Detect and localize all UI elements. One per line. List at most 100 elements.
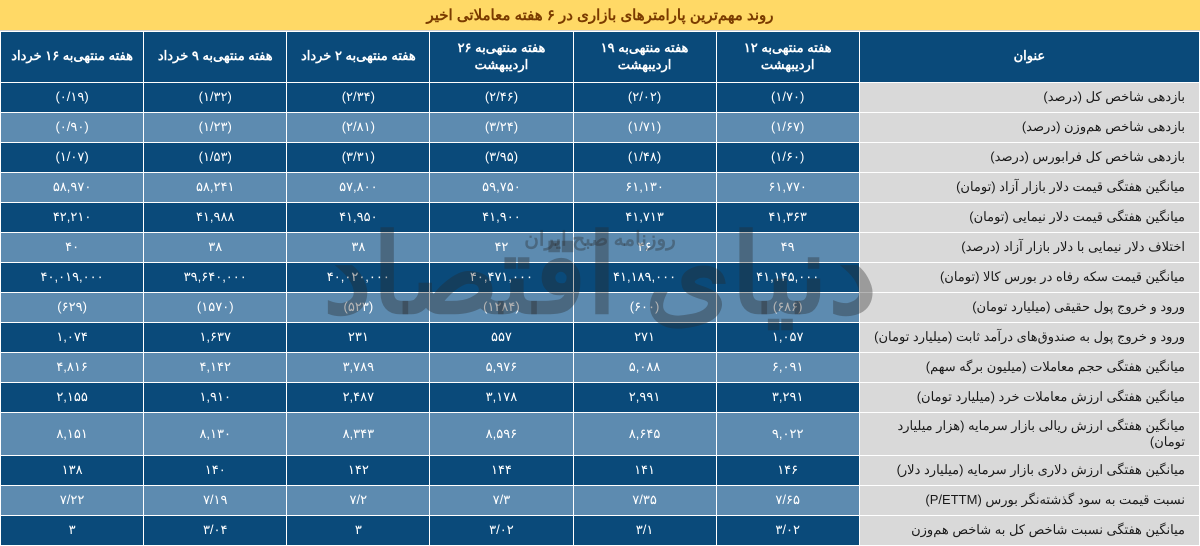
data-cell: ۱۴۱ <box>573 455 716 485</box>
data-cell: ۴۰,۰۱۹,۰۰۰ <box>1 262 144 292</box>
data-cell: ۶۱,۷۷۰ <box>716 172 859 202</box>
data-cell: ۳۸ <box>144 232 287 262</box>
data-cell: (۱/۷۱) <box>573 112 716 142</box>
row-label: بازدهی شاخص کل (درصد) <box>859 82 1199 112</box>
market-params-table: روند مهم‌ترین پارامترهای بازاری در ۶ هفت… <box>0 0 1200 546</box>
table-row: بازدهی شاخص کل فرابورس (درصد)(۱/۶۰)(۱/۴۸… <box>1 142 1200 172</box>
row-label: نسبت قیمت به سود گذشته‌نگر بورس (P/ETTM) <box>859 485 1199 515</box>
data-cell: (۱/۷۰) <box>716 82 859 112</box>
data-cell: ۴۱,۹۸۸ <box>144 202 287 232</box>
data-cell: (۱/۵۳) <box>144 142 287 172</box>
data-cell: (۰/۱۹) <box>1 82 144 112</box>
data-cell: ۳,۷۸۹ <box>287 352 430 382</box>
col-week-2: هفته منتهی‌به ۱۹ اردیبهشت <box>573 32 716 83</box>
data-cell: ۸,۳۴۳ <box>287 412 430 455</box>
data-cell: ۹,۰۲۲ <box>716 412 859 455</box>
data-cell: ۶۱,۱۳۰ <box>573 172 716 202</box>
table-row: میانگین هفتگی قیمت دلار نیمایی (تومان) ۴۱… <box>1 202 1200 232</box>
data-cell: ۵,۰۸۸ <box>573 352 716 382</box>
data-cell: ۱۴۴ <box>430 455 573 485</box>
data-cell: (۲/۰۲) <box>573 82 716 112</box>
table-row: میانگین قیمت سکه رفاه در بورس کالا (توما… <box>1 262 1200 292</box>
data-cell: ۴,۱۴۲ <box>144 352 287 382</box>
table-row: میانگین هفتگی ارزش ریالی بازار سرمایه (ه… <box>1 412 1200 455</box>
data-cell: ۳۹,۶۴۰,۰۰۰ <box>144 262 287 292</box>
data-cell: (۳/۳۱) <box>287 142 430 172</box>
data-cell: (۶۰۰) <box>573 292 716 322</box>
data-cell: ۵۹,۷۵۰ <box>430 172 573 202</box>
data-cell: ۳ <box>287 515 430 545</box>
row-label: میانگین هفتگی قیمت دلار نیمایی (تومان) <box>859 202 1199 232</box>
col-title: عنوان <box>859 32 1199 83</box>
data-cell: ۵۵۷ <box>430 322 573 352</box>
table-row: بازدهی شاخص کل (درصد)(۱/۷۰)(۲/۰۲)(۲/۴۶)(… <box>1 82 1200 112</box>
data-cell: ۴۲ <box>430 232 573 262</box>
table-row: نسبت قیمت به سود گذشته‌نگر بورس (P/ETTM)… <box>1 485 1200 515</box>
row-label: اختلاف دلار نیمایی با دلار بازار آزاد (د… <box>859 232 1199 262</box>
row-label: میانگین هفتگی قیمت دلار بازار آزاد (توما… <box>859 172 1199 202</box>
data-cell: ۱,۶۳۷ <box>144 322 287 352</box>
table-row: ورود و خروج پول به صندوق‌های درآمد ثابت … <box>1 322 1200 352</box>
row-label: میانگین هفتگی ارزش دلاری بازار سرمایه (م… <box>859 455 1199 485</box>
data-cell: ۱۴۰ <box>144 455 287 485</box>
row-label: ورود و خروج پول حقیقی (میلیارد تومان) <box>859 292 1199 322</box>
data-cell: ۲۳۱ <box>287 322 430 352</box>
table-row: ورود و خروج پول حقیقی (میلیارد تومان)(۶۸… <box>1 292 1200 322</box>
data-cell: ۳/۰۴ <box>144 515 287 545</box>
data-cell: (۱/۰۷) <box>1 142 144 172</box>
data-cell: ۸,۶۴۵ <box>573 412 716 455</box>
data-cell: ۵۸,۲۴۱ <box>144 172 287 202</box>
table-row: میانگین هفتگی ارزش دلاری بازار سرمایه (م… <box>1 455 1200 485</box>
table-row: میانگین هفتگی ارزش معاملات خرد (میلیارد … <box>1 382 1200 412</box>
data-cell: ۴۹ <box>716 232 859 262</box>
data-cell: ۷/۱۹ <box>144 485 287 515</box>
data-cell: (۱/۴۸) <box>573 142 716 172</box>
col-week-6: هفته منتهی‌به ۱۶ خرداد <box>1 32 144 83</box>
data-cell: ۸,۱۳۰ <box>144 412 287 455</box>
data-table: عنوان هفته منتهی‌به ۱۲ اردیبهشت هفته منت… <box>0 31 1200 546</box>
data-cell: ۱,۹۱۰ <box>144 382 287 412</box>
data-cell: ۷/۳ <box>430 485 573 515</box>
data-cell: ۴۰ <box>1 232 144 262</box>
data-cell: ۵۷,۸۰۰ <box>287 172 430 202</box>
data-cell: ۷/۳۵ <box>573 485 716 515</box>
table-title: روند مهم‌ترین پارامترهای بازاری در ۶ هفت… <box>0 0 1200 31</box>
data-cell: ۴۶ <box>573 232 716 262</box>
data-cell: ۵۸,۹۷۰ <box>1 172 144 202</box>
data-cell: ۳/۰۲ <box>430 515 573 545</box>
data-cell: ۵,۹۷۶ <box>430 352 573 382</box>
data-cell: ۴,۸۱۶ <box>1 352 144 382</box>
data-cell: ۳,۱۷۸ <box>430 382 573 412</box>
header-row: عنوان هفته منتهی‌به ۱۲ اردیبهشت هفته منت… <box>1 32 1200 83</box>
col-week-1: هفته منتهی‌به ۱۲ اردیبهشت <box>716 32 859 83</box>
data-cell: (۱/۶۷) <box>716 112 859 142</box>
data-cell: ۲,۴۸۷ <box>287 382 430 412</box>
data-cell: ۴۱,۱۸۹,۰۰۰ <box>573 262 716 292</box>
col-week-5: هفته منتهی‌به ۹ خرداد <box>144 32 287 83</box>
data-cell: ۲۷۱ <box>573 322 716 352</box>
row-label: میانگین هفتگی حجم معاملات (میلیون برگه س… <box>859 352 1199 382</box>
table-row: میانگین هفتگی حجم معاملات (میلیون برگه س… <box>1 352 1200 382</box>
row-label: ورود و خروج پول به صندوق‌های درآمد ثابت … <box>859 322 1199 352</box>
data-cell: (۶۲۹) <box>1 292 144 322</box>
data-cell: ۱۴۲ <box>287 455 430 485</box>
data-cell: (۳/۲۴) <box>430 112 573 142</box>
data-cell: (۰/۹۰) <box>1 112 144 142</box>
data-cell: ۳/۰۲ <box>716 515 859 545</box>
data-cell: ۳۸ <box>287 232 430 262</box>
data-cell: ۱,۰۵۷ <box>716 322 859 352</box>
table-row: میانگین هفتگی قیمت دلار بازار آزاد (توما… <box>1 172 1200 202</box>
data-cell: ۸,۱۵۱ <box>1 412 144 455</box>
table-row: بازدهی شاخص هم‌وزن (درصد)(۱/۶۷)(۱/۷۱)(۳/… <box>1 112 1200 142</box>
data-cell: ۴۱,۹۰۰ <box>430 202 573 232</box>
table-row: اختلاف دلار نیمایی با دلار بازار آزاد (د… <box>1 232 1200 262</box>
data-cell: ۴۲,۲۱۰ <box>1 202 144 232</box>
data-cell: (۲/۳۴) <box>287 82 430 112</box>
data-cell: ۱,۰۷۴ <box>1 322 144 352</box>
data-cell: ۳ <box>1 515 144 545</box>
col-week-3: هفته منتهی‌به ۲۶ اردیبهشت <box>430 32 573 83</box>
data-cell: ۷/۲ <box>287 485 430 515</box>
data-cell: (۶۸۶) <box>716 292 859 322</box>
row-label: بازدهی شاخص کل فرابورس (درصد) <box>859 142 1199 172</box>
data-cell: ۲,۹۹۱ <box>573 382 716 412</box>
